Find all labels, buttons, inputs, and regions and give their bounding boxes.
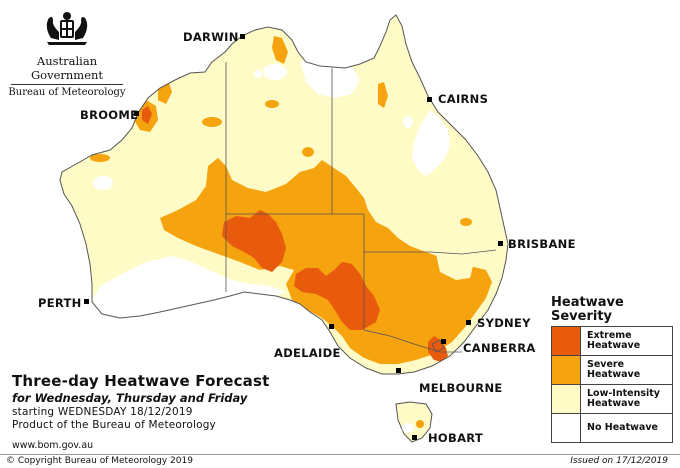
- cairns-marker: [427, 97, 432, 102]
- perth-label: PERTH: [38, 296, 82, 310]
- severe-patch-cape: [378, 82, 388, 108]
- extreme-heatwave-east: [428, 336, 448, 362]
- darwin-marker: [240, 34, 245, 39]
- legend: Heatwave Severity Extreme Heatwave Sever…: [551, 296, 673, 443]
- hobart-marker: [412, 435, 417, 440]
- legend-title: Heatwave Severity: [551, 296, 673, 324]
- forecast-title: Three-day Heatwave Forecast: [12, 372, 270, 390]
- severe-patch-north-4: [389, 28, 399, 40]
- legend-item-severe: Severe Heatwave: [552, 355, 672, 384]
- extreme-heatwave-central: [222, 210, 286, 272]
- no-heatwave-area-north: [300, 60, 360, 98]
- no-heatwave-patch-4: [403, 116, 413, 128]
- broome-label: BROOME: [80, 108, 138, 122]
- legend-label-extreme-line1: Extreme: [587, 329, 632, 341]
- legend-label-none-line1: No Heatwave: [587, 421, 658, 433]
- legend-item-low-intensity: Low-Intensity Heatwave: [552, 384, 672, 413]
- canberra-marker: [441, 339, 446, 344]
- severe-heatwave-central: [160, 158, 492, 364]
- forecast-start-date: starting WEDNESDAY 18/12/2019: [12, 406, 193, 418]
- state-borders: [225, 62, 497, 353]
- legend-swatch-low-intensity: [552, 385, 581, 413]
- tasmania-no-heatwave: [402, 423, 414, 433]
- legend-swatch-none: [552, 414, 581, 442]
- border-qld-nsw: [364, 249, 497, 255]
- severe-patch-pilbara: [90, 154, 110, 162]
- hobart-label: HOBART: [428, 431, 483, 445]
- canberra-label: CANBERRA: [463, 341, 536, 355]
- mainland-outline: [59, 14, 509, 375]
- city-markers: [84, 34, 503, 440]
- extreme-patch-broome: [142, 106, 152, 124]
- legend-label-extreme: Extreme Heatwave: [581, 329, 669, 352]
- legend-item-none: No Heatwave: [552, 413, 672, 442]
- city-labels: DARWIN CAIRNS BROOME BRISBANE PERTH SYDN…: [38, 30, 576, 445]
- sydney-label: SYDNEY: [477, 316, 531, 330]
- border-nsw-vic: [363, 329, 462, 353]
- melbourne-label: MELBOURNE: [419, 381, 503, 395]
- legend-label-severe: Severe Heatwave: [581, 358, 669, 381]
- forecast-subtitle: for Wednesday, Thursday and Friday: [12, 391, 248, 405]
- coat-of-arms-icon: [46, 12, 88, 45]
- darwin-label: DARWIN: [183, 30, 239, 44]
- legend-label-low-intensity-line2: Heatwave: [587, 398, 641, 409]
- brisbane-label: BRISBANE: [508, 237, 576, 251]
- severe-patch-north-1: [202, 117, 222, 127]
- product-credit: Product of the Bureau of Meteorology: [12, 419, 216, 431]
- legend-box: Extreme Heatwave Severe Heatwave Low-Int…: [551, 326, 673, 443]
- severe-patch-north-2: [265, 100, 279, 108]
- no-heatwave-area-west: [92, 256, 286, 318]
- legend-label-severe-line1: Severe: [587, 358, 625, 370]
- brisbane-marker: [498, 241, 503, 246]
- melbourne-marker: [396, 368, 401, 373]
- legend-label-none: No Heatwave: [581, 421, 669, 434]
- legend-swatch-extreme: [552, 327, 581, 355]
- legend-item-extreme: Extreme Heatwave: [552, 327, 672, 355]
- no-heatwave-area-east: [412, 110, 450, 176]
- cairns-label: CAIRNS: [438, 92, 488, 106]
- sydney-marker: [466, 320, 471, 325]
- legend-label-extreme-line2: Heatwave: [587, 340, 641, 351]
- website-link[interactable]: www.bom.gov.au: [12, 440, 94, 451]
- government-name: Australian Government: [30, 54, 104, 82]
- logo-divider: [11, 84, 123, 85]
- tasmania-severe-patch: [416, 420, 424, 428]
- broome-marker: [134, 111, 139, 116]
- severe-patch-north-3: [302, 147, 314, 157]
- issued-date: Issued on 17/12/2019: [570, 456, 668, 466]
- legend-swatch-severe: [552, 356, 581, 384]
- adelaide-marker: [329, 324, 334, 329]
- legend-label-low-intensity-line1: Low-Intensity: [587, 387, 660, 399]
- government-logo: Australian Government Bureau of Meteorol…: [8, 8, 126, 98]
- no-heatwave-patch-1: [93, 176, 113, 190]
- tasmania: [395, 401, 433, 443]
- legend-title-line2: Severity: [551, 309, 613, 324]
- adelaide-label: ADELAIDE: [274, 346, 341, 360]
- no-heatwave-patch-2: [263, 64, 287, 80]
- mainland: [59, 14, 509, 375]
- bureau-name: Bureau of Meteorology: [8, 87, 126, 98]
- footer: © Copyright Bureau of Meteorology 2019 I…: [0, 454, 680, 468]
- copyright-notice: © Copyright Bureau of Meteorology 2019: [6, 456, 193, 466]
- legend-title-line1: Heatwave: [551, 295, 624, 310]
- low-intensity-notch: [436, 254, 474, 280]
- perth-marker: [84, 299, 89, 304]
- extreme-heatwave-south: [294, 262, 380, 330]
- legend-label-low-intensity: Low-Intensity Heatwave: [581, 387, 669, 410]
- border-act: [431, 339, 445, 353]
- no-heatwave-patch-3: [254, 70, 262, 78]
- legend-label-severe-line2: Heatwave: [587, 369, 641, 380]
- severe-patch-east-coast: [460, 218, 472, 226]
- severe-patch-darwin: [272, 36, 288, 64]
- title-block: Three-day Heatwave Forecast for Wednesda…: [12, 372, 269, 431]
